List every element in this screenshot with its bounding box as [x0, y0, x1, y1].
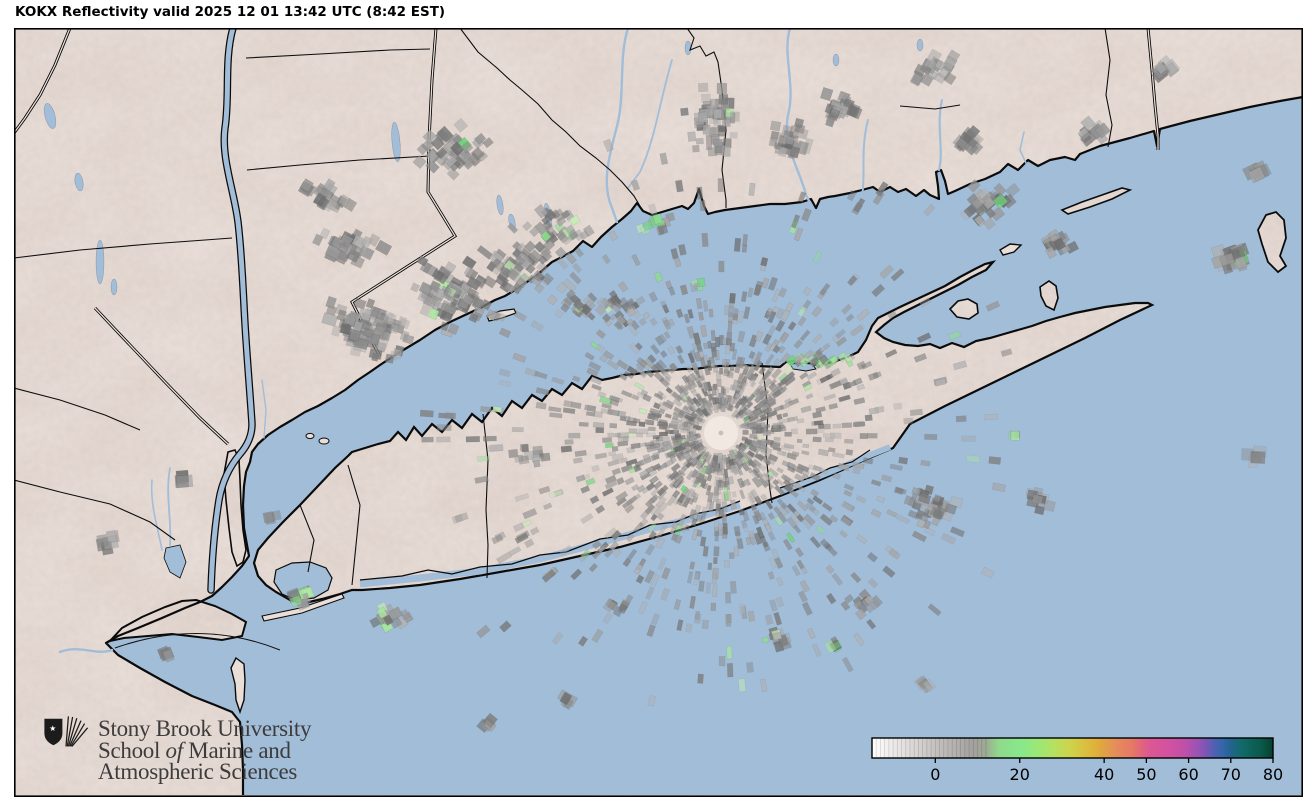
map-frame: 0 20 40 50 60 70 80 [14, 28, 1303, 797]
state-borders [14, 28, 1160, 446]
wordmark-line2: School of Marine and [98, 737, 291, 763]
south-shore-lagoons [359, 444, 892, 588]
colorbar-tick-label: 0 [930, 765, 940, 784]
channel-line [114, 633, 281, 651]
wordmark-line3: Atmospheric Sciences [98, 759, 298, 784]
reflectivity-colorbar: 0 20 40 50 60 70 80 [871, 737, 1283, 784]
radar-echo-layer [95, 48, 1272, 733]
university-logo: ★ Stony Brook University School of Marin… [42, 704, 311, 783]
sbu-shield-icon: ★ [44, 716, 89, 747]
map-layers [14, 28, 1303, 797]
radar-map: 0 20 40 50 60 70 80 [14, 28, 1303, 797]
wordmark-line1: Stony Brook University [98, 716, 312, 741]
colorbar-tick-label: 70 [1221, 765, 1241, 784]
raritan-river [58, 647, 114, 654]
hudson-river [208, 28, 255, 593]
connecticut-river [785, 28, 812, 205]
colorbar-tick-label: 50 [1136, 765, 1156, 784]
colorbar-tick-label: 60 [1178, 765, 1198, 784]
housatonic-river [605, 28, 630, 224]
jamaica-bay [273, 561, 333, 601]
map-title: KOKX Reflectivity valid 2025 12 01 13:42… [15, 4, 446, 20]
thames-river [937, 98, 944, 172]
coastline [104, 95, 1303, 795]
county-borders [14, 28, 1113, 586]
colorbar-tick-label: 20 [1010, 765, 1030, 784]
colorbar-tick-label: 40 [1094, 765, 1114, 784]
radar-site [718, 430, 724, 436]
colorbar-tick-label: 80 [1263, 765, 1283, 784]
map-border [14, 28, 1303, 797]
svg-text:★: ★ [49, 724, 56, 733]
newark-bay [163, 544, 187, 579]
rivers [58, 28, 1288, 654]
university-wordmark: Stony Brook University School of Marine … [98, 704, 312, 784]
